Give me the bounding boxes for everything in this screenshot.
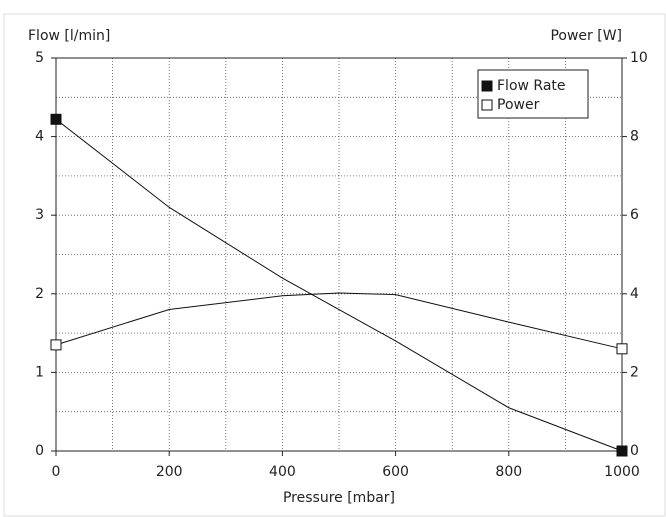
y-axis-label: Flow [l/min] — [28, 28, 110, 44]
y-tick-label: 1 — [35, 364, 44, 380]
x-tick-label: 600 — [382, 464, 409, 480]
point-marker — [50, 113, 62, 125]
y-tick-label: 0 — [35, 443, 44, 459]
x-tick-label: 1000 — [604, 464, 640, 480]
y-tick-label: 3 — [35, 207, 44, 223]
y-tick-label: 4 — [35, 129, 44, 145]
y2-tick-label: 6 — [630, 207, 639, 223]
point-marker — [616, 445, 628, 457]
y2-tick-label: 2 — [630, 364, 639, 380]
y2-tick-label: 8 — [630, 129, 639, 145]
y2-tick-label: 0 — [630, 443, 639, 459]
frame — [3, 13, 666, 517]
y2-axis-label: Power [W] — [550, 28, 622, 44]
x-axis-label: Pressure [mbar] — [283, 490, 395, 506]
y2-tick-label: 10 — [630, 50, 648, 66]
y2-tick-label: 4 — [630, 286, 639, 302]
x-tick-label: 0 — [52, 464, 61, 480]
y-tick-label: 5 — [35, 50, 44, 66]
series-line — [55, 118, 623, 452]
x-tick-label: 400 — [269, 464, 296, 480]
legend-box — [477, 69, 589, 119]
legend: Flow Rate Power — [477, 69, 589, 119]
series-line — [55, 292, 623, 350]
legend-swatch — [481, 99, 493, 111]
y-tick-label: 2 — [35, 286, 44, 302]
plot-border — [55, 57, 623, 452]
x-tick-label: 200 — [156, 464, 183, 480]
point-marker — [50, 339, 62, 351]
x-tick-label: 800 — [495, 464, 522, 480]
legend-swatch — [481, 80, 493, 92]
legend-label: Power — [497, 97, 540, 113]
legend-label: Flow Rate — [497, 78, 566, 94]
point-marker — [616, 343, 628, 355]
